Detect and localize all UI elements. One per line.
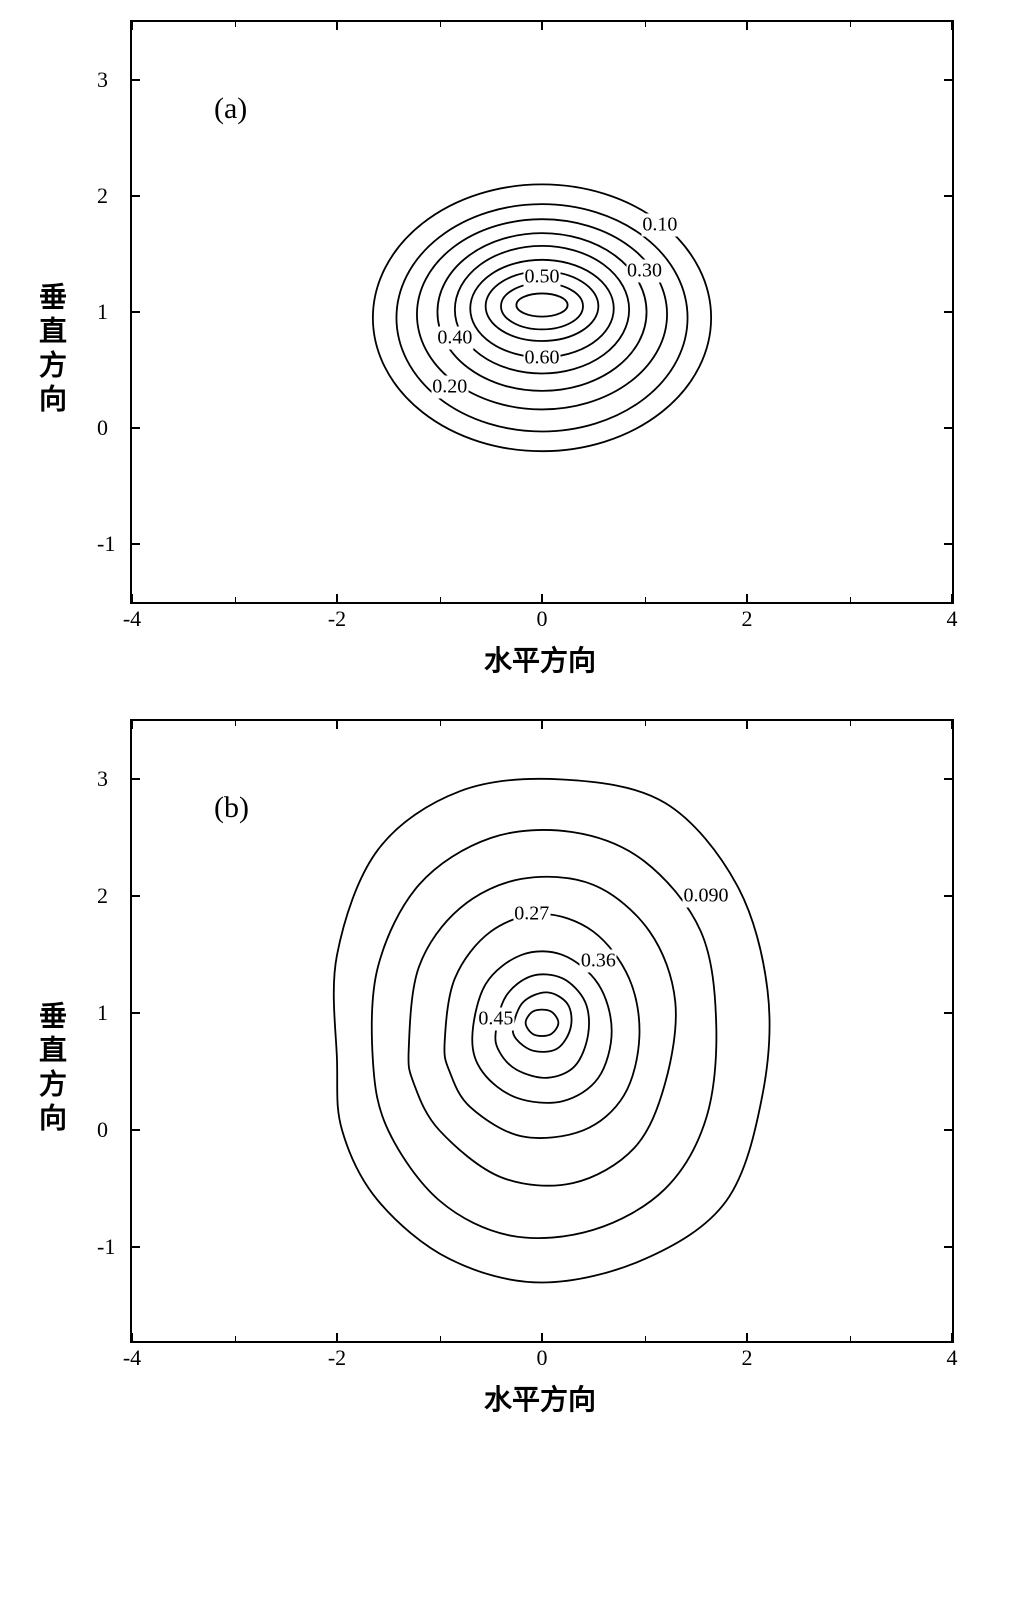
y-tick-label: 2 <box>97 183 108 209</box>
y-tick-label: -1 <box>97 1234 115 1260</box>
x-tick-label: 4 <box>947 1345 958 1371</box>
x-tick-label: -4 <box>123 1345 141 1371</box>
contour-svg <box>132 721 952 1341</box>
contour-line <box>526 1010 559 1036</box>
x-axis-label: 水平方向 <box>130 639 950 679</box>
y-tick-label: 0 <box>97 1117 108 1143</box>
contour-label: 0.36 <box>580 949 617 972</box>
y-tick-label: 2 <box>97 883 108 909</box>
contour-svg <box>132 22 952 602</box>
y-tick-label: 1 <box>97 299 108 325</box>
contour-label: 0.27 <box>513 903 550 926</box>
plot-area: (b)-4-2024-101230.0900.270.360.45 <box>130 719 954 1343</box>
contour-label: 0.20 <box>431 376 468 399</box>
contour-label: 0.60 <box>524 347 561 370</box>
contour-line <box>513 992 572 1051</box>
x-tick-label: -2 <box>328 1345 346 1371</box>
panel-a: 垂直方向(a)-4-2024-101230.100.200.300.400.50… <box>20 20 994 679</box>
x-tick-label: 0 <box>537 606 548 632</box>
contour-line <box>334 779 770 1283</box>
x-tick-label: 0 <box>537 1345 548 1371</box>
contour-label: 0.40 <box>436 326 473 349</box>
contour-line <box>501 283 583 329</box>
contour-line <box>516 293 567 316</box>
x-tick-label: 4 <box>947 606 958 632</box>
x-tick-label: -4 <box>123 606 141 632</box>
y-tick-label: 3 <box>97 766 108 792</box>
plot-area: (a)-4-2024-101230.100.200.300.400.500.60 <box>130 20 954 604</box>
x-tick-label: -2 <box>328 606 346 632</box>
x-tick-label: 2 <box>742 1345 753 1371</box>
y-tick-label: -1 <box>97 531 115 557</box>
contour-line <box>372 830 717 1238</box>
contour-label: 0.45 <box>477 1008 514 1031</box>
contour-label: 0.50 <box>524 266 561 289</box>
y-tick-label: 0 <box>97 415 108 441</box>
contour-label: 0.30 <box>626 260 663 283</box>
y-axis-label: 垂直方向 <box>30 282 70 418</box>
y-axis-label: 垂直方向 <box>30 1001 70 1137</box>
contour-label: 0.10 <box>641 214 678 237</box>
y-tick-label: 1 <box>97 1000 108 1026</box>
x-axis-label: 水平方向 <box>130 1378 950 1418</box>
contour-label: 0.090 <box>683 885 730 908</box>
x-tick-label: 2 <box>742 606 753 632</box>
y-tick-label: 3 <box>97 67 108 93</box>
panel-b: 垂直方向(b)-4-2024-101230.0900.270.360.45水平方… <box>20 719 994 1418</box>
